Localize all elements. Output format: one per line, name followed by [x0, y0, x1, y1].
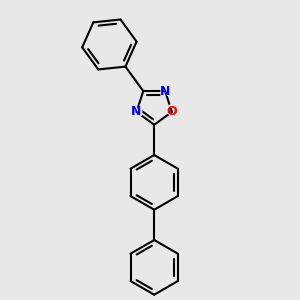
- Text: N: N: [131, 105, 142, 119]
- Text: N: N: [160, 85, 170, 98]
- Text: O: O: [165, 104, 178, 119]
- Text: N: N: [130, 104, 143, 119]
- Text: N: N: [159, 84, 172, 99]
- Text: O: O: [167, 105, 177, 119]
